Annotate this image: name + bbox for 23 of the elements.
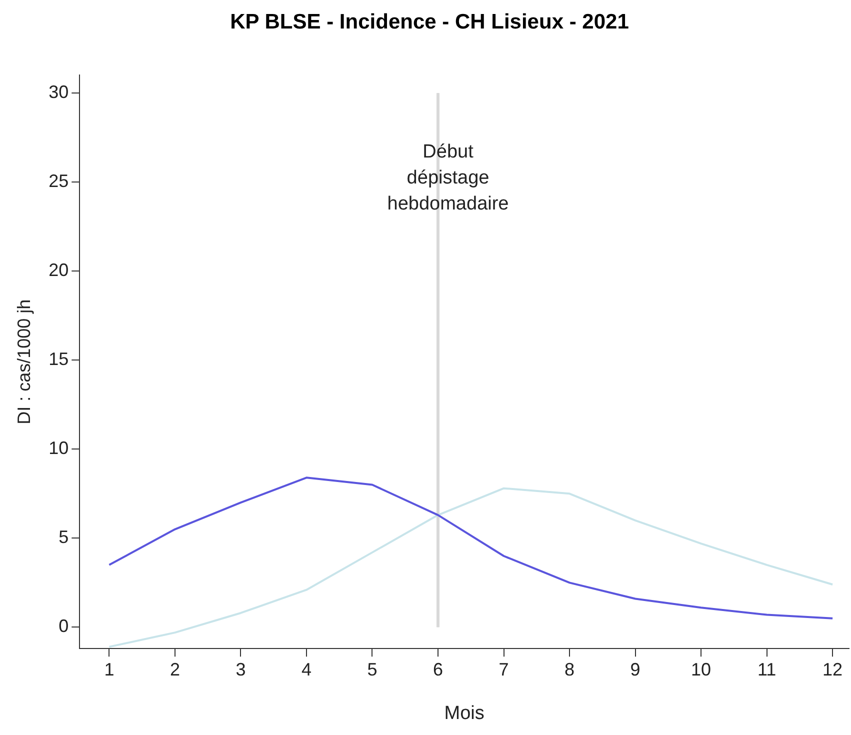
x-tick-label: 6 xyxy=(433,659,444,680)
y-tick-label: 0 xyxy=(58,616,69,636)
x-tick-label: 5 xyxy=(367,659,378,680)
x-tick-label: 9 xyxy=(630,659,640,680)
y-tick-label: 30 xyxy=(48,82,69,102)
y-tick-label: 15 xyxy=(48,349,69,370)
x-axis-title: Mois xyxy=(444,702,484,724)
x-tick-label: 8 xyxy=(564,659,575,680)
y-tick-label: 25 xyxy=(48,171,69,192)
x-tick-label: 12 xyxy=(822,659,843,680)
x-tick-label: 7 xyxy=(498,659,509,680)
ref-line-label: Début dépistage hebdomadaire xyxy=(387,142,509,215)
x-tick-label: 4 xyxy=(301,659,312,680)
chart-title: KP BLSE - Incidence - CH Lisieux - 2021 xyxy=(230,10,630,34)
y-tick-label: 20 xyxy=(48,260,69,280)
x-tick-label: 11 xyxy=(757,659,776,680)
y-axis-title: DI : cas/1000 jh xyxy=(14,299,34,424)
x-tick-label: 1 xyxy=(104,659,114,680)
x-tick-label: 3 xyxy=(236,659,246,680)
y-tick-label: 5 xyxy=(58,527,69,548)
x-tick-label: 10 xyxy=(691,659,712,680)
x-tick-label: 2 xyxy=(170,659,180,680)
y-tick-label: 10 xyxy=(48,438,69,458)
